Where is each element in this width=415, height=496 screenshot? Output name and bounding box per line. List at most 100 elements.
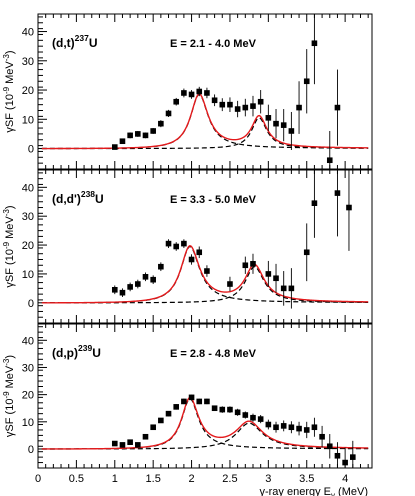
data-point: [265, 421, 272, 428]
data-point: [319, 433, 325, 440]
x-tick-label: 1: [112, 473, 118, 485]
data-point: [265, 271, 272, 277]
plot-frame: [37, 169, 373, 324]
panels: 0 10 20 30 40 γSF (10-9 MeV-3) (d,t)237U E = 2.…: [2, 13, 373, 469]
data-point: [111, 144, 118, 150]
panel-1: 0 10 20 30 40 γSF (10-9 MeV-3) (d,t)237U E = 2.…: [2, 13, 373, 170]
data-point: [250, 261, 256, 267]
data-point: [211, 97, 218, 104]
data-point: [296, 104, 302, 111]
data-point: [242, 262, 249, 269]
x-tick-label: 0: [35, 473, 41, 485]
data-point: [227, 281, 233, 287]
data-point: [181, 240, 187, 247]
y-axis-label: γSF (10-9 MeV-3): [2, 50, 16, 132]
data-point: [204, 398, 210, 405]
data-point: [204, 90, 210, 96]
y-tick-label: 40: [22, 27, 34, 39]
fit-curves: [41, 93, 369, 150]
component-curve-1: [41, 398, 369, 450]
data-point: [311, 424, 318, 431]
reaction-label: (d,d')238U: [52, 189, 104, 206]
x-tick-label: 3: [265, 473, 271, 485]
y-tick-label: 10: [22, 114, 34, 126]
data-point: [334, 104, 341, 111]
data-point: [127, 132, 133, 139]
data-point: [219, 406, 226, 413]
fit-curves: [41, 396, 369, 450]
x-axis-label: γ-ray energy Eγ (MeV): [259, 486, 368, 496]
data-point: [257, 416, 264, 422]
y-tick-label: 40: [22, 335, 34, 347]
data-point: [173, 98, 180, 105]
y-tick-label: 30: [22, 211, 34, 223]
data-point: [173, 404, 180, 410]
panel-2: 0 10 20 30 40 γSF (10-9 MeV-3) (d,d')238U E = 3…: [2, 169, 373, 324]
data-point: [350, 454, 356, 460]
y-tick-label: 40: [22, 182, 34, 194]
panel-3: 0 10 20 30 40 γSF (10-9 MeV-3) (d,p)239U E = 2.…: [2, 323, 373, 469]
x-tick-label: 4: [342, 473, 348, 485]
reaction-label: (d,t)237U: [52, 33, 98, 50]
data-point: [111, 287, 118, 293]
data-point: [150, 276, 156, 283]
data-point: [165, 240, 172, 247]
data-point: [326, 443, 333, 450]
data-point: [273, 120, 279, 127]
data-point: [242, 412, 249, 418]
data-point: [273, 275, 279, 282]
data-point: [158, 120, 164, 127]
data-point: [280, 285, 287, 292]
data-points: [111, 14, 341, 169]
data-point: [111, 440, 118, 447]
data-point: [227, 406, 233, 413]
total-fit-curve: [41, 396, 369, 450]
data-point: [188, 256, 195, 263]
y-tick-label: 0: [28, 144, 34, 156]
energy-label: E = 2.8 - 4.8 MeV: [170, 348, 257, 360]
energy-label: E = 3.3 - 5.0 MeV: [170, 194, 257, 206]
data-point: [242, 104, 249, 111]
plot-frame: [37, 13, 373, 170]
y-tick-label: 0: [28, 298, 34, 310]
data-point: [288, 285, 295, 292]
data-point: [142, 433, 149, 440]
y-tick-label: 30: [22, 56, 34, 68]
data-point: [303, 78, 310, 85]
data-point: [311, 200, 318, 206]
data-point: [119, 442, 126, 448]
y-tick-label: 30: [22, 362, 34, 374]
data-point: [135, 442, 141, 448]
y-tick-label: 20: [22, 240, 34, 252]
component-curve-1: [41, 93, 369, 150]
data-point: [119, 289, 126, 296]
y-tick-label: 0: [28, 444, 34, 456]
data-point: [334, 452, 341, 459]
data-point: [165, 410, 172, 417]
data-point: [188, 91, 195, 98]
data-points: [111, 170, 352, 309]
data-point: [173, 243, 180, 250]
data-point: [142, 132, 149, 139]
data-point: [288, 424, 295, 431]
y-tick-label: 20: [22, 390, 34, 402]
data-point: [250, 414, 256, 421]
data-points: [111, 394, 356, 468]
x-tick-label: 2: [189, 473, 195, 485]
component-curve-2: [41, 422, 369, 450]
y-tick-label: 10: [22, 269, 34, 281]
plot-frame: [37, 323, 373, 469]
x-tick-label: 0.5: [69, 473, 84, 485]
data-point: [265, 115, 272, 121]
total-fit-curve: [41, 93, 369, 150]
data-point: [158, 263, 164, 270]
data-point: [326, 157, 333, 164]
x-tick-label: 2.5: [222, 473, 237, 485]
x-tick-label: 1.5: [146, 473, 161, 485]
data-point: [234, 106, 241, 112]
x-tick-label: 3.5: [299, 473, 314, 485]
reaction-label: (d,p)239U: [52, 343, 101, 360]
data-point: [150, 424, 156, 431]
y-axis-label: γSF (10-9 MeV-3): [2, 355, 16, 437]
